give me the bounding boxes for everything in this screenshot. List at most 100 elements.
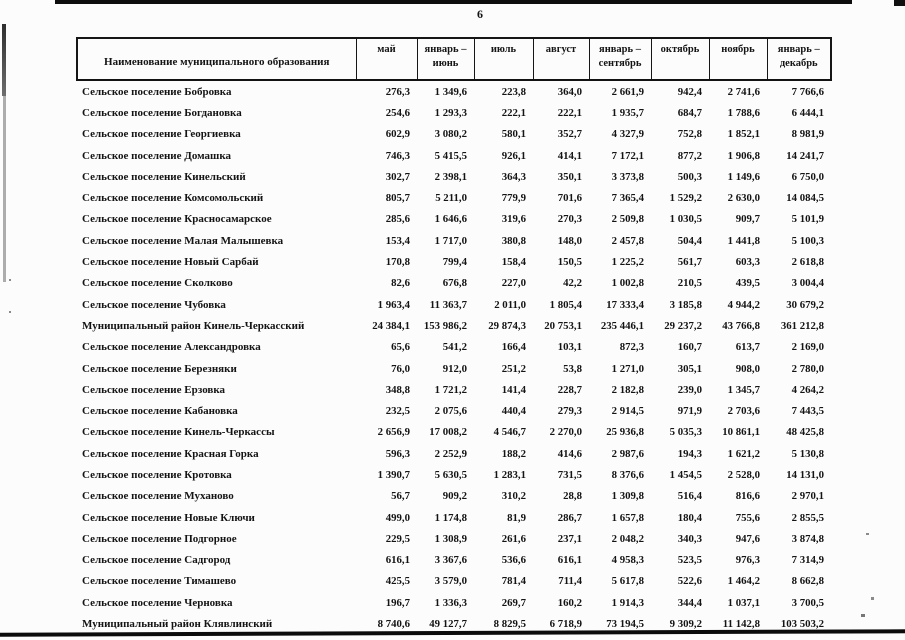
row-name-cell: Муниципальный район Клявлинский <box>82 618 273 631</box>
value-cell: 1 914,3 <box>611 596 644 609</box>
row-name-cell: Сельское поселение Кинель-Черкассы <box>82 426 275 439</box>
value-cell: 1 390,7 <box>377 468 410 481</box>
table-row: Муниципальный район Клявлинский 8 740,6 49… <box>77 613 831 634</box>
value-cell: 17 333,4 <box>606 298 644 311</box>
value-cell: 81,9 <box>507 511 526 524</box>
value-cell: 1 002,8 <box>611 277 644 290</box>
value-cell: 4 944,2 <box>727 298 760 311</box>
table-body: Сельское поселение Бобровка 276,3 1 349,6 2… <box>77 80 831 635</box>
value-cell: 53,8 <box>563 362 582 375</box>
value-cell: 2 252,9 <box>434 447 467 460</box>
value-cell: 1 788,6 <box>727 106 760 119</box>
value-cell: 3 367,6 <box>434 554 467 567</box>
table-header-row: Наименование муниципального образования … <box>76 37 832 81</box>
value-cell: 971,9 <box>677 405 702 418</box>
value-cell: 4 546,7 <box>493 426 526 439</box>
table-row: Сельское поселение Александровка 65,6 541,… <box>77 337 831 358</box>
value-cell: 254,6 <box>385 106 410 119</box>
value-cell: 1 283,1 <box>493 468 526 481</box>
value-cell: 14 084,5 <box>786 192 824 205</box>
row-name-cell: Сельское поселение Кабановка <box>82 405 238 418</box>
value-cell: 504,4 <box>677 234 702 247</box>
value-cell: 909,7 <box>735 213 760 226</box>
value-cell: 49 127,7 <box>429 618 467 631</box>
table-row: Сельское поселение Кинель-Черкассы 2 656,… <box>77 422 831 443</box>
value-cell: 2 987,6 <box>611 447 644 460</box>
value-cell: 1 149,6 <box>727 170 760 183</box>
value-cell: 522,6 <box>677 575 702 588</box>
scan-edge-left-dark <box>2 24 6 96</box>
value-cell: 976,3 <box>735 554 760 567</box>
value-cell: 2 182,8 <box>611 383 644 396</box>
value-cell: 799,4 <box>442 256 467 269</box>
value-cell: 1 805,4 <box>549 298 582 311</box>
value-cell: 4 327,9 <box>611 128 644 141</box>
column-header: январь – июнь <box>416 37 475 81</box>
value-cell: 5 035,3 <box>669 426 702 439</box>
value-cell: 2 970,1 <box>791 490 824 503</box>
value-cell: 76,0 <box>391 362 410 375</box>
row-name-cell: Сельское поселение Садгород <box>82 554 231 567</box>
value-cell: 2 914,5 <box>611 405 644 418</box>
column-header: ноябрь <box>708 37 768 81</box>
value-cell: 1 721,2 <box>434 383 467 396</box>
municipal-finance-table: Наименование муниципального образования … <box>76 37 832 635</box>
value-cell: 5 415,5 <box>434 149 467 162</box>
column-header: июль <box>473 37 534 81</box>
table-row: Сельское поселение Кротовка 1 390,7 5 630,… <box>77 464 831 485</box>
value-cell: 364,3 <box>501 170 526 183</box>
value-cell: 227,0 <box>501 277 526 290</box>
row-name-cell: Сельское поселение Новый Сарбай <box>82 256 259 269</box>
row-name-cell: Сельское поселение Муханово <box>82 490 234 503</box>
value-cell: 8 662,8 <box>791 575 824 588</box>
value-cell: 1 852,1 <box>727 128 760 141</box>
table-row: Сельское поселение Красносамарское 285,6 1… <box>77 209 831 230</box>
scan-speck <box>871 597 874 600</box>
value-cell: 1 225,2 <box>611 256 644 269</box>
value-cell: 414,6 <box>557 447 582 460</box>
value-cell: 425,5 <box>385 575 410 588</box>
value-cell: 439,5 <box>735 277 760 290</box>
value-cell: 222,1 <box>501 106 526 119</box>
value-cell: 603,3 <box>735 256 760 269</box>
value-cell: 5 101,9 <box>791 213 824 226</box>
value-cell: 2 398,1 <box>434 170 467 183</box>
value-cell: 141,4 <box>501 383 526 396</box>
value-cell: 8 829,5 <box>493 618 526 631</box>
table-row: Сельское поселение Ерзовка 348,8 1 721,2 14… <box>77 379 831 400</box>
row-name-cell: Сельское поселение Черновка <box>82 596 233 609</box>
value-cell: 361 212,8 <box>780 319 824 332</box>
value-cell: 1 621,2 <box>727 447 760 460</box>
value-cell: 158,4 <box>501 256 526 269</box>
value-cell: 947,6 <box>735 532 760 545</box>
table-row: Сельское поселение Садгород 616,1 3 367,6 5… <box>77 550 831 571</box>
value-cell: 912,0 <box>442 362 467 375</box>
table-row: Сельское поселение Богдановка 254,6 1 293,… <box>77 102 831 123</box>
value-cell: 8 981,9 <box>791 128 824 141</box>
value-cell: 746,3 <box>385 149 410 162</box>
value-cell: 229,5 <box>385 532 410 545</box>
column-header: январь – декабрь <box>766 37 832 81</box>
value-cell: 42,2 <box>563 277 582 290</box>
value-cell: 2 270,0 <box>549 426 582 439</box>
value-cell: 285,6 <box>385 213 410 226</box>
value-cell: 872,3 <box>619 341 644 354</box>
value-cell: 701,6 <box>557 192 582 205</box>
row-name-cell: Сельское поселение Чубовка <box>82 298 226 311</box>
value-cell: 3 373,8 <box>611 170 644 183</box>
value-cell: 340,3 <box>677 532 702 545</box>
value-cell: 523,5 <box>677 554 702 567</box>
value-cell: 1 174,8 <box>434 511 467 524</box>
value-cell: 1 529,2 <box>669 192 702 205</box>
value-cell: 239,0 <box>677 383 702 396</box>
value-cell: 5 130,8 <box>791 447 824 460</box>
value-cell: 1 037,1 <box>727 596 760 609</box>
value-cell: 3 874,8 <box>791 532 824 545</box>
value-cell: 580,1 <box>501 128 526 141</box>
value-cell: 711,4 <box>558 575 582 588</box>
scan-speck <box>861 614 865 617</box>
value-cell: 3 579,0 <box>434 575 467 588</box>
value-cell: 180,4 <box>677 511 702 524</box>
table-row: Сельское поселение Муханово 56,7 909,2 310,… <box>77 486 831 507</box>
table-row: Сельское поселение Черновка 196,7 1 336,3 2… <box>77 592 831 613</box>
